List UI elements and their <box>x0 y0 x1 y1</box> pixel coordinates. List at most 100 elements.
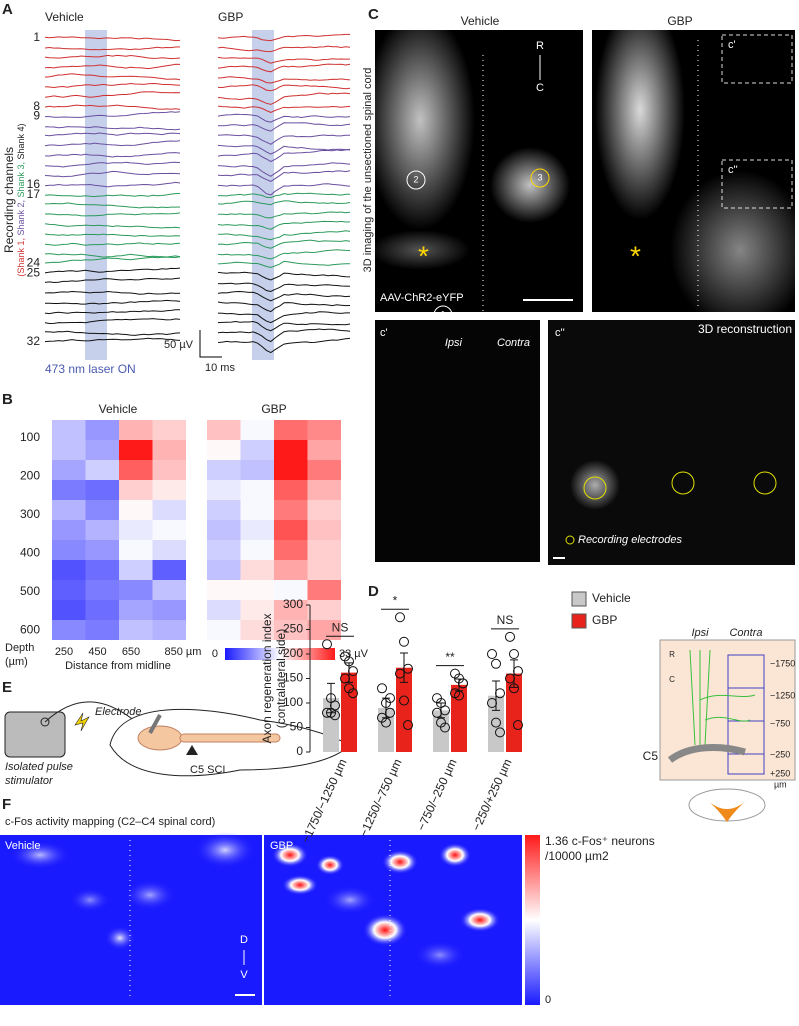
orientation: D <box>240 934 248 946</box>
shank: Shank 3, <box>16 162 26 200</box>
depth: −750 <box>770 718 790 728</box>
bar <box>341 672 357 752</box>
inset-box <box>721 159 793 209</box>
blob <box>363 914 407 946</box>
circle-number: 3 <box>537 172 542 182</box>
heat-cell <box>152 580 186 600</box>
data-point <box>395 612 405 623</box>
orientation: C <box>669 675 675 684</box>
trace <box>44 318 181 325</box>
trace <box>44 337 181 343</box>
blob <box>415 941 465 969</box>
y-tick-label: 200 <box>283 646 303 660</box>
data-point <box>487 649 497 659</box>
bar <box>488 695 504 752</box>
trace <box>217 105 351 113</box>
injury-mark <box>186 745 198 755</box>
trace <box>217 63 351 73</box>
channel-label: 8 <box>33 99 40 113</box>
channel-label: 9 <box>33 109 40 123</box>
condition: GBP <box>261 402 286 416</box>
shank: Shank 4) <box>16 123 26 162</box>
heat-cell <box>85 500 119 520</box>
heat-cell <box>307 560 341 580</box>
image-c2 <box>548 320 795 565</box>
bar <box>451 684 467 752</box>
colorbar-label: 0 <box>212 648 218 660</box>
heat-cell <box>240 440 274 460</box>
heat-cell <box>274 420 308 440</box>
data-point <box>505 673 515 684</box>
orientation: V <box>240 969 248 981</box>
inset-label: c'' <box>728 164 738 176</box>
heat-cell <box>207 580 241 600</box>
heat-cell <box>307 540 341 560</box>
cord <box>179 733 281 743</box>
heat-cell <box>307 460 341 480</box>
legend-circle <box>565 535 575 545</box>
trace <box>217 92 351 105</box>
panel-label: F <box>2 796 11 813</box>
lesion-mark: * <box>418 240 429 271</box>
side: Contra <box>140 1009 173 1021</box>
electrode-circle <box>530 168 550 188</box>
colorbar-label: 0 <box>545 994 551 1006</box>
heat-cell <box>274 440 308 460</box>
heat-cell <box>152 420 186 440</box>
blob <box>10 841 70 869</box>
blob <box>105 926 135 950</box>
trace <box>44 299 181 305</box>
heat-cell <box>52 560 86 580</box>
trace <box>217 230 351 241</box>
trace <box>44 91 181 98</box>
trace <box>217 56 350 64</box>
panel-label: B <box>2 391 13 408</box>
trace <box>44 212 181 217</box>
data-point <box>491 658 501 669</box>
lesion-mark: * <box>630 240 641 271</box>
data-point <box>403 663 413 674</box>
heat-cell <box>307 520 341 540</box>
trace <box>217 162 351 177</box>
significance: NS <box>332 620 349 634</box>
heat-cell <box>274 460 308 480</box>
condition: Vehicle <box>45 10 84 24</box>
depth-tick: 300 <box>20 507 40 521</box>
data-point <box>509 649 519 659</box>
y-tick-label: 50 <box>290 720 304 734</box>
trace <box>44 193 181 198</box>
trace <box>217 76 351 84</box>
trace <box>217 134 351 145</box>
heat-cell <box>119 440 153 460</box>
heat-cell <box>307 440 341 460</box>
scale-label: 10 ms <box>205 362 235 374</box>
data-point <box>395 668 405 679</box>
trace <box>217 84 351 92</box>
x-tick-label: −750/−250 µm <box>414 757 460 833</box>
heat-cell <box>307 420 341 440</box>
trace <box>217 249 351 260</box>
trace <box>44 36 181 42</box>
e-label: stimulator <box>5 775 54 787</box>
data-point <box>344 656 354 667</box>
channel-label: 16 <box>27 177 41 191</box>
blob <box>325 886 375 914</box>
data-point <box>432 707 442 718</box>
tissue <box>670 170 799 330</box>
trace <box>217 122 351 132</box>
heat-cell <box>119 500 153 520</box>
blob <box>282 875 318 895</box>
heat-cell <box>52 460 86 480</box>
side: Contra <box>729 627 762 639</box>
wire <box>44 701 141 726</box>
heat-cell <box>152 600 186 620</box>
depth: µm <box>774 779 787 789</box>
side: Ipsi <box>445 337 463 349</box>
data-point <box>505 631 515 642</box>
y-tick-label: 100 <box>283 695 303 709</box>
data-point <box>385 693 395 704</box>
heat-cell <box>85 520 119 540</box>
shank: (Shank 1, <box>16 238 26 277</box>
heat-cell <box>152 480 186 500</box>
